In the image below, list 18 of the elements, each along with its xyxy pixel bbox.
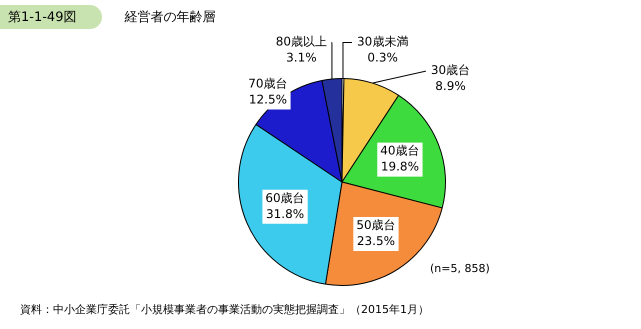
data-label: 23.5% [356, 234, 396, 248]
slice-label: 80歳以上 [276, 34, 328, 49]
text: 第1-1-49図 [0, 5, 102, 29]
data-label: 3.1% [286, 50, 317, 65]
slice-label: 30歳未満 [356, 34, 408, 49]
data-label: 8.9% [435, 79, 466, 94]
data-label: 12.5% [248, 92, 288, 107]
data-label: 19.8% [380, 160, 419, 174]
chart-subtitle: 経営者の年齢層 [124, 9, 216, 26]
text: (n=5, 858) [430, 262, 490, 275]
text: 資料：中小企業庁委託「小規模事業者の事業活動の実態把握調査」（2015年1月） [20, 302, 429, 317]
slice-label: 70歳台 [248, 76, 288, 91]
slice-label: 40歳台 [380, 144, 420, 158]
data-label: 0.3% [367, 50, 398, 65]
data-label: 31.8% [266, 206, 304, 221]
slice-label: 50歳台 [356, 218, 396, 232]
slice-label: 30歳台 [430, 63, 470, 78]
slice-label: 60歳台 [265, 190, 305, 205]
